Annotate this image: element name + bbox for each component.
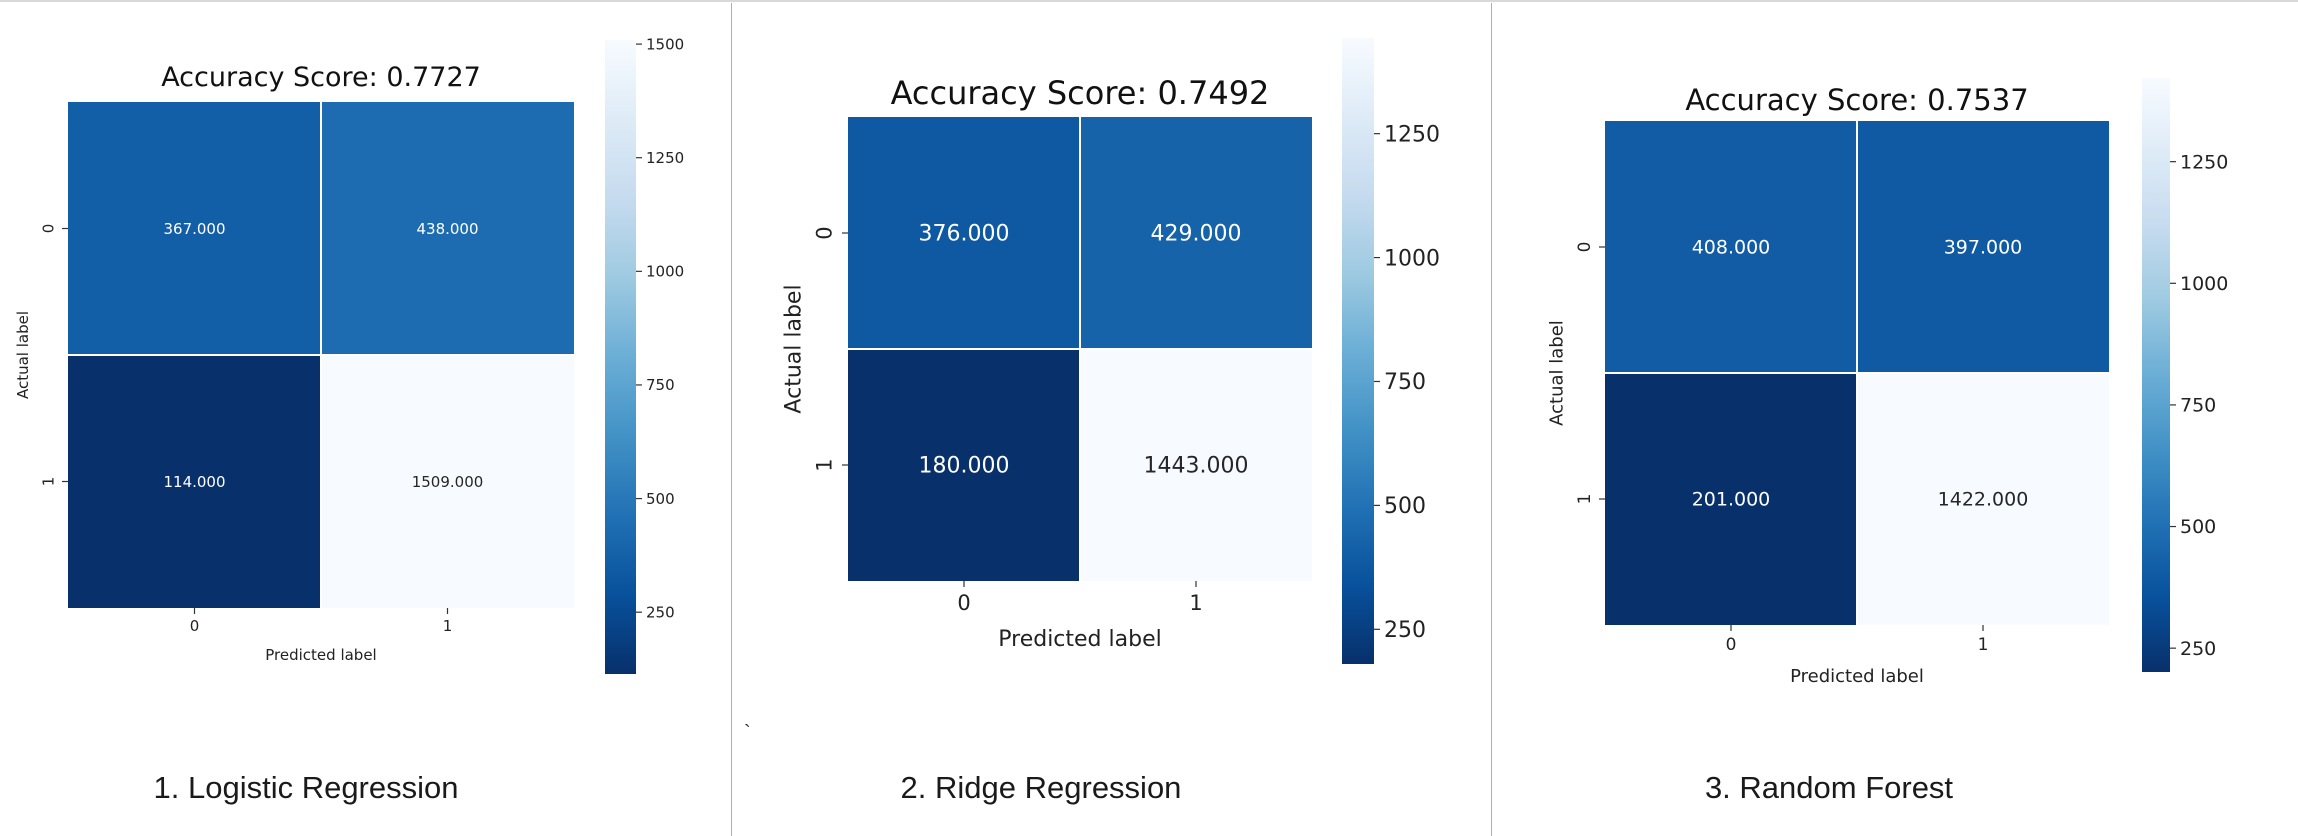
colorbar — [2142, 78, 2170, 672]
x-tick-label: 1 — [1189, 591, 1202, 615]
cell-value-label: 376.000 — [919, 222, 1010, 247]
heatmap-cell — [321, 355, 574, 608]
cell-value-label: 1422.000 — [1938, 489, 2029, 511]
y-tick-label: 0 — [40, 224, 58, 234]
heatmap-cell — [1857, 121, 2109, 373]
panel-divider — [1491, 3, 1492, 836]
chart-title: Accuracy Score: 0.7537 — [1685, 83, 2028, 117]
colorbar-tick-label: 1250 — [1384, 122, 1440, 147]
y-axis-label: Actual label — [1546, 320, 1567, 426]
y-tick-label: 1 — [1575, 494, 1595, 505]
cell-value-label: 438.000 — [416, 220, 478, 238]
panel-random-forest: Accuracy Score: 0.7537 408.000 397.000 201.… — [1492, 0, 2298, 836]
colorbar-tick-label: 250 — [2180, 638, 2216, 660]
colorbar-tick-label: 750 — [2180, 395, 2216, 417]
heatmap-cell — [321, 102, 574, 355]
heatmap-cell — [1080, 349, 1312, 581]
confusion-matrix-chart: Accuracy Score: 0.7727 367.000 438.000 114.… — [14, 35, 684, 674]
colorbar-tick-label: 1500 — [646, 35, 684, 53]
x-tick-label: 1 — [1978, 635, 1989, 655]
colorbar-tick-label: 500 — [1384, 494, 1426, 519]
cell-value-label: 1443.000 — [1144, 454, 1249, 479]
heatmap-cell — [848, 117, 1080, 349]
x-tick-label: 0 — [957, 591, 970, 615]
cell-value-label: 114.000 — [163, 473, 225, 491]
colorbar-tick-label: 1250 — [2180, 151, 2228, 173]
cell-value-label: 429.000 — [1151, 222, 1242, 247]
x-axis-label: Predicted label — [1790, 666, 1924, 687]
y-tick-label: 0 — [813, 226, 837, 239]
colorbar-tick-label: 1250 — [646, 149, 684, 167]
colorbar-tick-label: 750 — [1384, 370, 1426, 395]
panel-logistic-regression: Accuracy Score: 0.7727 367.000 438.000 114.… — [0, 0, 731, 836]
cell-value-label: 180.000 — [919, 454, 1010, 479]
colorbar-tick-label: 1000 — [2180, 273, 2228, 295]
x-axis-label: Predicted label — [265, 646, 376, 664]
colorbar-tick-label: 250 — [1384, 618, 1426, 643]
panel-ridge-regression: Accuracy Score: 0.7492 376.000 429.000 180.… — [732, 0, 1491, 836]
panel-caption: 1. Logistic Regression — [153, 770, 459, 805]
colorbar-tick-label: 1000 — [646, 263, 684, 281]
panel-divider — [731, 3, 732, 836]
colorbar-tick-label: 500 — [646, 490, 675, 508]
chart-title: Accuracy Score: 0.7492 — [891, 74, 1270, 112]
heatmap-cell — [1605, 121, 1857, 373]
y-tick-label: 1 — [813, 458, 837, 471]
cell-value-label: 408.000 — [1692, 237, 1771, 259]
cell-value-label: 1509.000 — [412, 473, 484, 491]
confusion-matrix-chart: Accuracy Score: 0.7537 408.000 397.000 201.… — [1546, 78, 2228, 687]
heatmap-cell — [1857, 373, 2109, 625]
y-tick-label: 0 — [1575, 242, 1595, 253]
heatmap-cell — [1080, 117, 1312, 349]
colorbar-tick-label: 750 — [646, 376, 675, 394]
heatmap-cell — [1605, 373, 1857, 625]
colorbar-tick-label: 500 — [2180, 516, 2216, 538]
stray-backtick-mark: ` — [744, 722, 751, 744]
x-tick-label: 0 — [1726, 635, 1737, 655]
chart-title: Accuracy Score: 0.7727 — [161, 62, 481, 93]
confusion-matrix-chart: Accuracy Score: 0.7492 376.000 429.000 180.… — [782, 38, 1440, 664]
top-border — [0, 0, 2298, 2]
panel-caption: 2. Ridge Regression — [900, 770, 1182, 805]
y-tick-label: 1 — [40, 477, 58, 487]
colorbar-tick-label: 1000 — [1384, 246, 1440, 271]
heatmap-cell — [68, 102, 321, 355]
cell-value-label: 397.000 — [1944, 237, 2023, 259]
colorbar-tick-label: 250 — [646, 603, 675, 621]
cell-value-label: 201.000 — [1692, 489, 1771, 511]
colorbar — [1342, 38, 1374, 664]
panel-caption: 3. Random Forest — [1704, 770, 1954, 805]
y-axis-label: Actual label — [782, 284, 807, 413]
colorbar — [605, 40, 636, 674]
heatmap-cell — [848, 349, 1080, 581]
y-axis-label: Actual label — [14, 311, 32, 399]
cell-value-label: 367.000 — [163, 220, 225, 238]
x-tick-label: 0 — [190, 617, 200, 635]
x-tick-label: 1 — [443, 617, 453, 635]
heatmap-cell — [68, 355, 321, 608]
x-axis-label: Predicted label — [998, 627, 1161, 652]
